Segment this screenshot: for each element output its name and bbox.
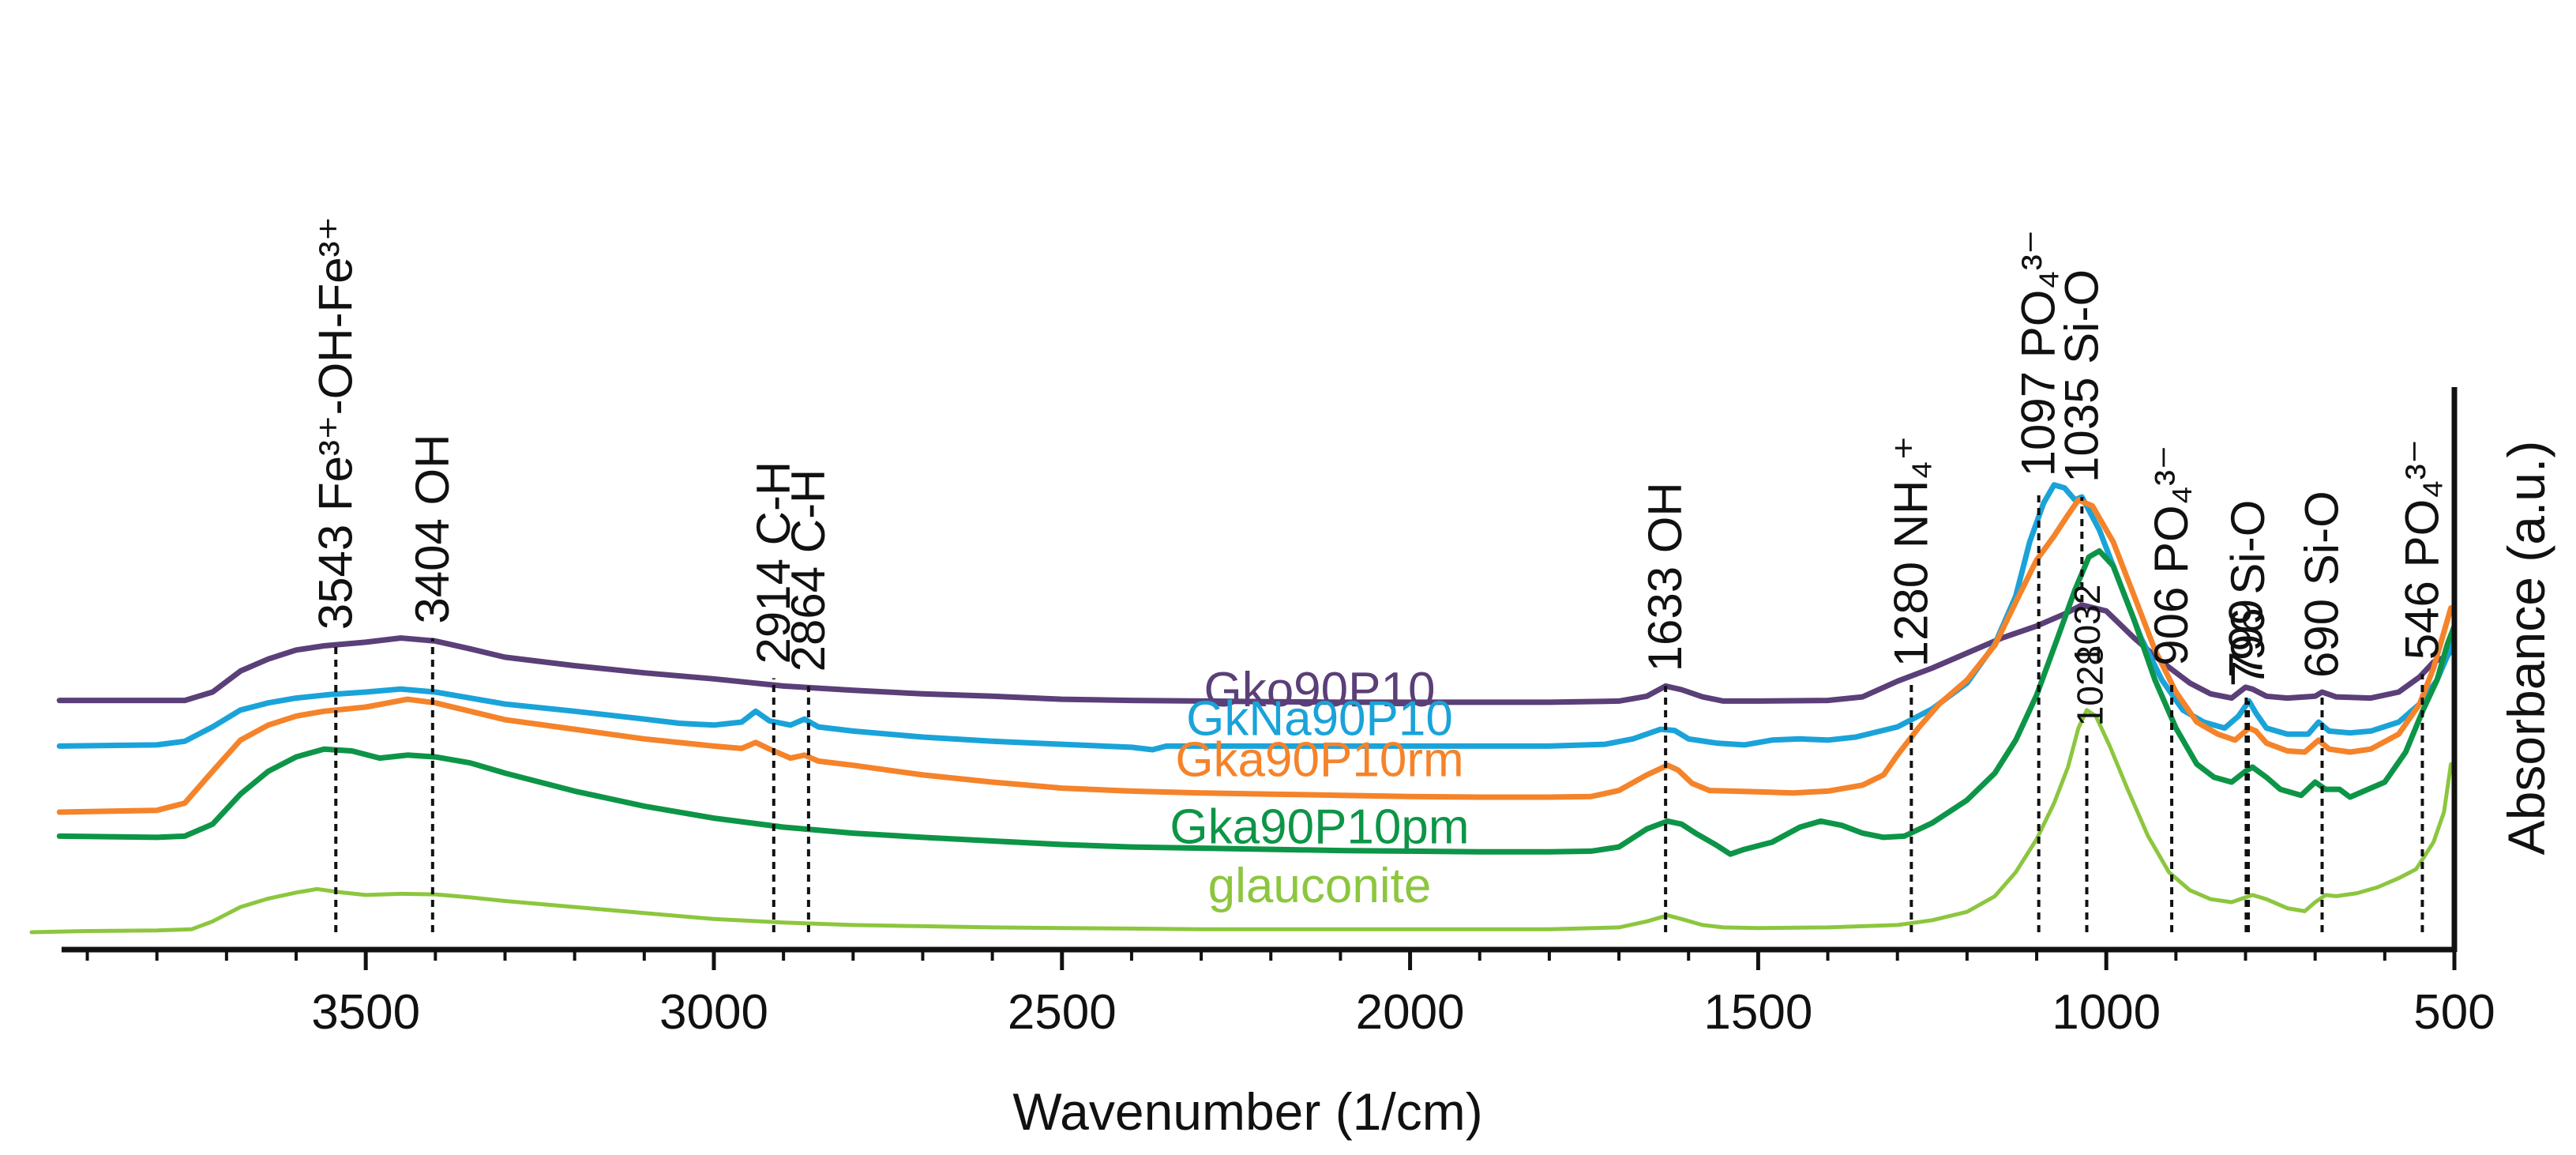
peak-label-690: 690 Si-O <box>2295 491 2348 678</box>
series-line-gka90p10pm <box>56 547 2458 857</box>
x-tick-label-3500: 3500 <box>311 985 420 1040</box>
peak-label-1028: 1028 <box>2070 645 2111 726</box>
peak-label-799: 799 <box>2219 599 2272 678</box>
x-tick-label-2500: 2500 <box>1008 985 1117 1040</box>
peak-label-906: 906 PO₄³⁻ <box>2145 445 2198 666</box>
x-tick-label-2000: 2000 <box>1356 985 1465 1040</box>
x-tick-label-500: 500 <box>2413 985 2495 1040</box>
series-line-glauconite <box>29 708 2454 935</box>
series-label-gkna90p10: GkNa90P10 <box>1186 692 1453 747</box>
y-axis-title: Absorbance (a.u.) <box>2497 441 2555 856</box>
series-line-gko90p10 <box>56 602 2458 705</box>
peak-label-546: 546 PO₄³⁻ <box>2395 439 2448 660</box>
x-axis: 3500 3000 2500 2000 1500 1000 500 <box>62 387 2495 1040</box>
peak-label-2914: 2914 C-H <box>747 461 800 664</box>
x-axis-title: Wavenumber (1/cm) <box>1012 1082 1482 1141</box>
series-label-gka90p10pm: Gka90P10pm <box>1170 800 1469 855</box>
series-label-glauconite: glauconite <box>1208 859 1432 913</box>
peak-label-1097: 1097 PO₄³⁻ <box>2012 229 2065 476</box>
x-tick-label-3000: 3000 <box>659 985 768 1040</box>
peak-label-796: 796 Si-O <box>2221 500 2274 687</box>
peak-label-1633: 1633 OH <box>1639 482 1692 672</box>
peak-label-1280: 1280 NH₄⁺ <box>1884 435 1937 667</box>
series-line-gka90p10rm <box>56 497 2454 815</box>
peak-label-3404: 3404 OH <box>406 434 459 623</box>
x-tick-label-1500: 1500 <box>1703 985 1812 1040</box>
peak-label-2864: 2864 C-H <box>782 469 835 672</box>
peak-label-1035: 1035 Si-O <box>2055 269 2108 483</box>
series-label-gko90p10: Gko90P10 <box>1204 663 1435 717</box>
series-label-gka90p10rm: Gka90P10rm <box>1175 732 1463 787</box>
peak-label-3543: 3543 Fe³⁺-OH-Fe³⁺ <box>309 216 362 630</box>
x-tick-label-1000: 1000 <box>2052 985 2161 1040</box>
peak-label-1032: 1032 <box>2067 585 2108 665</box>
